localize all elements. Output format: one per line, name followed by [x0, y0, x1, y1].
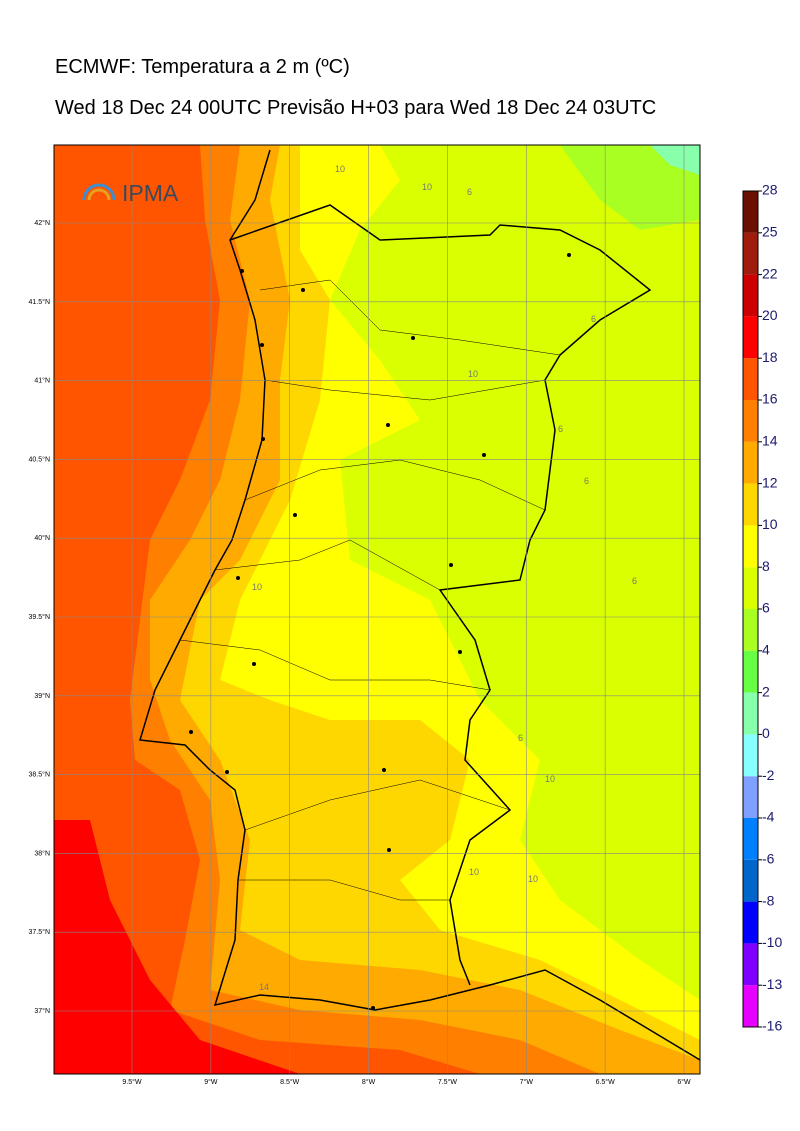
colorbar-bin: [743, 985, 758, 1027]
colorbar-label: 8: [762, 558, 770, 574]
colorbar-label: -10: [762, 934, 782, 950]
contour-label: 10: [528, 874, 538, 884]
colorbar-label: 20: [762, 307, 778, 323]
contour-label: 10: [468, 369, 478, 379]
colorbar-label: -8: [762, 892, 775, 908]
colorbar-label: 14: [762, 433, 778, 449]
lat-label: 38.5°N: [29, 771, 50, 779]
colorbar-bin: [743, 901, 758, 944]
colorbar-bin: [743, 525, 758, 568]
lon-label: 9°W: [204, 1078, 218, 1086]
contour-label: 10: [252, 582, 262, 592]
colorbar-label: -16: [762, 1018, 782, 1034]
contour-label: 10: [335, 164, 345, 174]
lat-label: 39°N: [34, 692, 50, 700]
colorbar-bin: [743, 274, 758, 317]
colorbar: -16 -13 -10 -8 -6 -4 -2 0 2 4 6 8 10 12 14 16 18 20 22 25 28: [742, 182, 782, 1034]
map-frame: [53, 144, 701, 1075]
logo: IPMA: [82, 180, 179, 206]
colorbar-label: 0: [762, 725, 770, 741]
temperature-field: [54, 145, 700, 1074]
colorbar-label: 2: [762, 683, 770, 699]
colorbar-bin: [743, 943, 758, 986]
colorbar-label: 10: [762, 516, 778, 532]
colorbar-label: 25: [762, 224, 778, 240]
lon-label: 6°W: [677, 1078, 691, 1086]
lat-label: 42°N: [34, 219, 50, 227]
contour-label: 6: [632, 576, 637, 586]
contour-label: 10: [469, 867, 479, 877]
colorbar-bin: [743, 650, 758, 693]
contour-label: 6: [518, 733, 523, 743]
colorbar-bin: [743, 692, 758, 735]
colorbar-label: 6: [762, 600, 770, 616]
colorbar-label: -13: [762, 976, 782, 992]
contour-label: 6: [584, 476, 589, 486]
lon-label: 7.5°W: [438, 1078, 458, 1086]
lon-label: 8.5°W: [280, 1078, 300, 1086]
contour-label: 10: [545, 774, 555, 784]
contour-label: 6: [467, 187, 472, 197]
colorbar-label: 22: [762, 265, 778, 281]
subtitle: Wed 18 Dec 24 00UTC Previsão H+03 para W…: [55, 97, 657, 119]
title: ECMWF: Temperatura a 2 m (ºC): [55, 56, 350, 78]
contour-label: 10: [422, 182, 432, 192]
contour-label: 6: [558, 424, 563, 434]
graticule: [54, 145, 700, 1074]
colorbar-bin: [743, 191, 758, 233]
colorbar-bin: [743, 483, 758, 526]
lat-label: 41°N: [34, 377, 50, 385]
colorbar-label: -6: [762, 851, 775, 867]
colorbar-label: 28: [762, 182, 778, 198]
colorbar-bin: [743, 776, 758, 818]
lon-label: 8°W: [362, 1078, 376, 1086]
lat-label: 38°N: [34, 849, 50, 857]
colorbar-bin: [743, 609, 758, 651]
colorbar-label: -2: [762, 767, 775, 783]
colorbar-bin: [743, 859, 758, 902]
colorbar-label: 12: [762, 474, 778, 490]
colorbar-label: -4: [762, 809, 775, 825]
contour-label: 14: [259, 982, 269, 992]
logo-text: IPMA: [122, 180, 179, 206]
lat-label: 39.5°N: [29, 613, 50, 621]
colorbar-bin: [743, 441, 758, 484]
lat-label: 40°N: [34, 534, 50, 542]
lat-label: 37.5°N: [29, 928, 50, 936]
colorbar-label: 18: [762, 349, 778, 365]
lat-label: 37°N: [34, 1007, 50, 1015]
colorbar-label: 16: [762, 391, 778, 407]
colorbar-label: 4: [762, 642, 770, 658]
colorbar-bin: [743, 316, 758, 359]
lon-label: 6.5°W: [596, 1078, 616, 1086]
colorbar-bin: [743, 818, 758, 860]
contour-label: 6: [591, 314, 596, 324]
lat-label: 41.5°N: [29, 298, 50, 306]
colorbar-bin: [743, 358, 758, 400]
colorbar-bin: [743, 734, 758, 777]
colorbar-bin: [743, 400, 758, 442]
lon-label: 7°W: [520, 1078, 534, 1086]
lat-label: 40.5°N: [29, 455, 50, 463]
lon-label: 9.5°W: [122, 1078, 142, 1086]
colorbar-bin: [743, 232, 758, 275]
contour-labels: 10 10 6 6 10 6 6 6 10 10 10 14 10 6: [252, 164, 637, 992]
colorbar-bin: [743, 567, 758, 609]
